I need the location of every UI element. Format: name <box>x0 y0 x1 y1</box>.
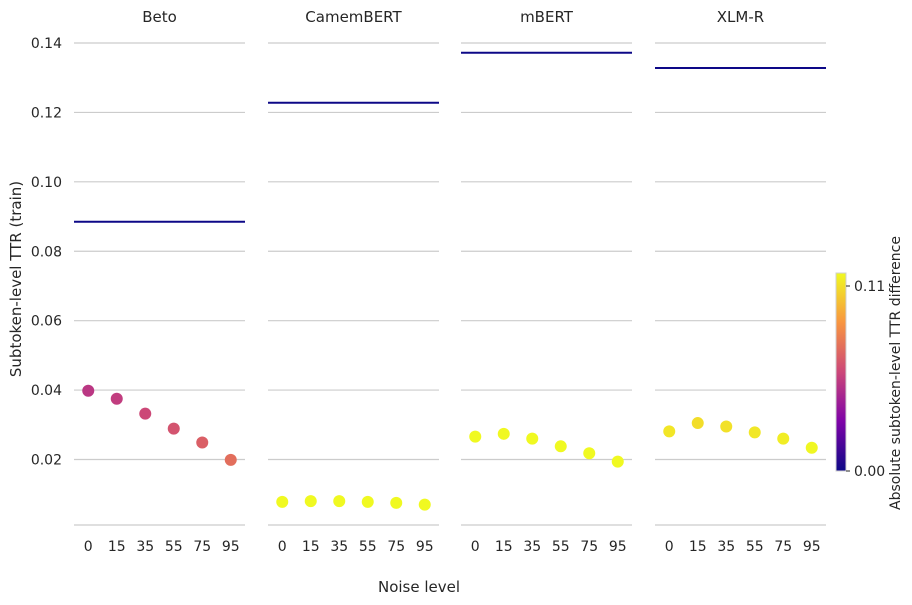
y-tick-label: 0.14 <box>31 36 62 52</box>
x-tick-label: 35 <box>330 539 348 555</box>
x-tick-label: 95 <box>222 539 240 555</box>
panel-mbert: mBERT 0 15 35 55 75 95 <box>461 8 632 555</box>
x-tick-label: 55 <box>165 539 183 555</box>
x-tick-label: 55 <box>359 539 377 555</box>
data-point <box>361 495 374 508</box>
data-point <box>748 426 761 439</box>
data-point <box>583 447 596 460</box>
x-tick-label: 0 <box>665 539 674 555</box>
panel-xlm-r: XLM-R 0 15 35 55 75 95 <box>655 8 826 555</box>
x-tick-label: 15 <box>689 539 707 555</box>
data-point <box>611 455 624 468</box>
data-point <box>777 432 790 445</box>
y-tick-label: 0.02 <box>31 453 62 469</box>
x-tick-label: 35 <box>523 539 541 555</box>
data-point <box>418 498 431 511</box>
colorbar-gradient <box>835 272 847 472</box>
x-tick-label: 95 <box>609 539 627 555</box>
x-tick-label: 95 <box>803 539 821 555</box>
data-point <box>82 384 95 397</box>
data-point <box>720 420 733 433</box>
data-point <box>139 407 152 420</box>
data-point <box>167 422 180 435</box>
x-tick-label: 75 <box>580 539 598 555</box>
panel-camembert: CamemBERT 0 15 35 55 75 95 <box>268 8 439 555</box>
panel-title: Beto <box>142 8 177 26</box>
panel-title: XLM-R <box>717 8 764 26</box>
y-axis: 0.02 0.04 0.06 0.08 0.10 0.12 0.14 <box>31 36 62 469</box>
data-point <box>110 392 123 405</box>
colorbar-tick-label: 0.00 <box>854 464 885 480</box>
data-point <box>554 440 567 453</box>
data-point <box>390 496 403 509</box>
y-tick-label: 0.04 <box>31 383 62 399</box>
data-point <box>304 495 317 508</box>
colorbar: 0.00 0.11 Absolute subtoken-level TTR diff… <box>835 236 904 510</box>
data-point <box>497 427 510 440</box>
data-point <box>276 495 289 508</box>
y-tick-label: 0.12 <box>31 105 62 121</box>
colorbar-label: Absolute subtoken-level TTR difference <box>888 236 904 510</box>
x-axis-label: Noise level <box>378 578 460 596</box>
data-point <box>526 432 539 445</box>
data-point <box>224 453 237 466</box>
x-tick-label: 55 <box>746 539 764 555</box>
x-tick-label: 15 <box>495 539 513 555</box>
y-tick-label: 0.06 <box>31 314 62 330</box>
x-tick-label: 15 <box>302 539 320 555</box>
x-tick-label: 0 <box>471 539 480 555</box>
y-tick-label: 0.08 <box>31 244 62 260</box>
data-point <box>805 441 818 454</box>
colorbar-tick-label: 0.11 <box>854 279 885 295</box>
x-tick-label: 35 <box>136 539 154 555</box>
data-point <box>333 495 346 508</box>
panel-title: mBERT <box>520 8 574 26</box>
data-point <box>469 430 482 443</box>
x-tick-label: 55 <box>552 539 570 555</box>
x-tick-label: 0 <box>84 539 93 555</box>
x-tick-label: 15 <box>108 539 126 555</box>
x-tick-label: 0 <box>278 539 287 555</box>
x-tick-label: 75 <box>774 539 792 555</box>
panel-beto: Beto 0 15 35 55 75 95 <box>74 8 245 555</box>
panel-title: CamemBERT <box>305 8 402 26</box>
data-point <box>663 425 676 438</box>
y-tick-label: 0.10 <box>31 175 62 191</box>
y-axis-label: Subtoken-level TTR (train) <box>7 181 25 377</box>
x-tick-label: 35 <box>717 539 735 555</box>
x-tick-label: 95 <box>416 539 434 555</box>
data-point <box>196 436 209 449</box>
data-point <box>691 417 704 430</box>
x-tick-label: 75 <box>193 539 211 555</box>
x-tick-label: 75 <box>387 539 405 555</box>
